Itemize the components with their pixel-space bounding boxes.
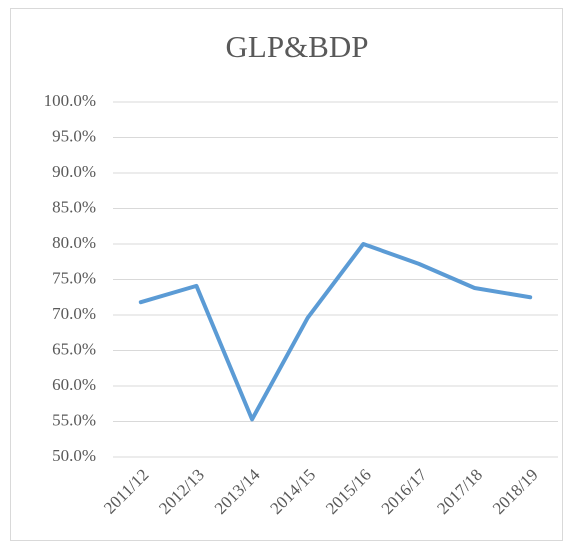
y-tick-label: 65.0% (52, 339, 96, 358)
y-tick-label: 85.0% (52, 197, 96, 216)
y-tick-label: 60.0% (52, 375, 96, 394)
chart-title: GLP&BDP (226, 29, 369, 64)
y-tick-label: 75.0% (52, 268, 96, 287)
y-tick-label: 70.0% (52, 304, 96, 323)
y-tick-label: 55.0% (52, 410, 96, 429)
y-tick-label: 80.0% (52, 233, 96, 252)
y-tick-label: 50.0% (52, 446, 96, 465)
y-tick-label: 95.0% (52, 126, 96, 145)
data-line (138, 242, 533, 422)
y-tick-label: 100.0% (44, 91, 96, 110)
y-tick-label: 90.0% (52, 162, 96, 181)
chart-border (10, 8, 563, 541)
